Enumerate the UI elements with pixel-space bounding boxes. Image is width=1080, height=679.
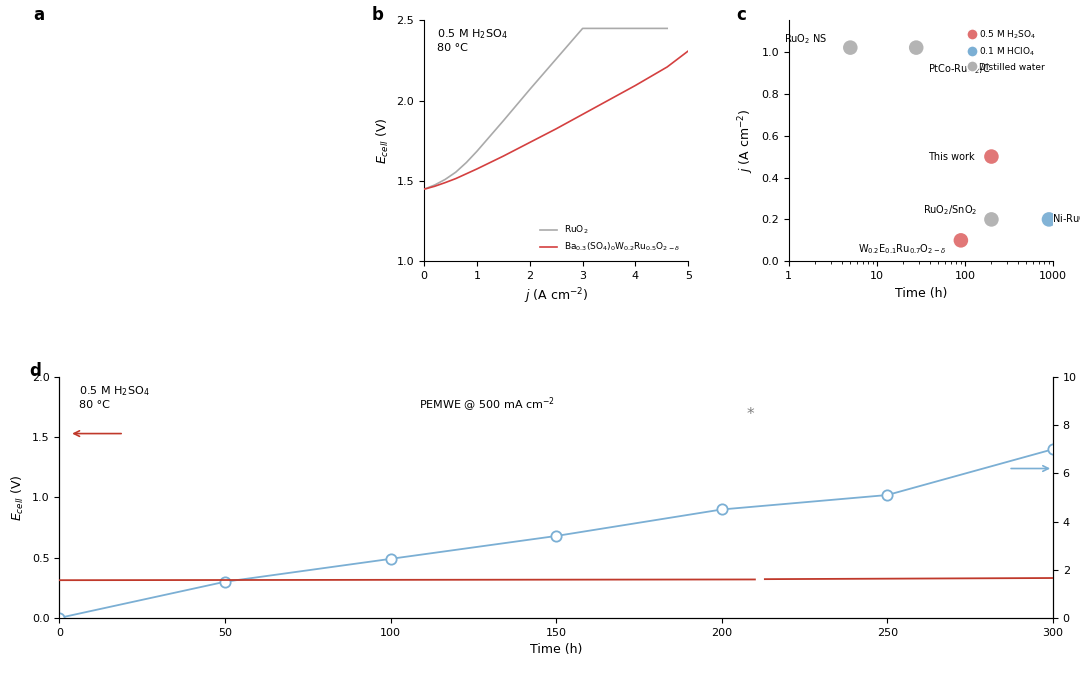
- Text: 0.5 M H$_2$SO$_4$
80 °C: 0.5 M H$_2$SO$_4$ 80 °C: [79, 384, 150, 409]
- Point: [713, 504, 730, 515]
- Text: d: d: [29, 363, 41, 380]
- Text: W$_{0.2}$E$_{0.1}$Ru$_{0.7}$O$_{2-\delta}$: W$_{0.2}$E$_{0.1}$Ru$_{0.7}$O$_{2-\delta…: [859, 242, 946, 256]
- Text: PtCo-RuO$_2$/C: PtCo-RuO$_2$/C: [928, 62, 990, 76]
- Y-axis label: $j$ (A cm$^{-2}$): $j$ (A cm$^{-2}$): [737, 109, 756, 173]
- Point: [841, 42, 859, 53]
- Text: RuO$_2$ NS: RuO$_2$ NS: [784, 32, 827, 45]
- Point: [1040, 214, 1057, 225]
- X-axis label: Time (h): Time (h): [530, 643, 582, 656]
- Point: [548, 530, 565, 541]
- X-axis label: $j$ (A cm$^{-2}$): $j$ (A cm$^{-2}$): [524, 287, 589, 306]
- Legend: 0.5 M H$_2$SO$_4$, 0.1 M HClO$_4$, Distilled water: 0.5 M H$_2$SO$_4$, 0.1 M HClO$_4$, Disti…: [967, 25, 1049, 75]
- Legend: RuO$_2$, Ba$_{0.3}$(SO$_4$)$_0$W$_{0.2}$Ru$_{0.5}$O$_{2-\delta}$: RuO$_2$, Ba$_{0.3}$(SO$_4$)$_0$W$_{0.2}$…: [537, 220, 684, 257]
- Text: a: a: [33, 6, 44, 24]
- Text: 0.5 M H$_2$SO$_4$
80 °C: 0.5 M H$_2$SO$_4$ 80 °C: [437, 28, 508, 53]
- Point: [879, 490, 896, 500]
- Text: *: *: [746, 407, 754, 422]
- Point: [983, 151, 1000, 162]
- Point: [907, 42, 924, 53]
- X-axis label: Time (h): Time (h): [894, 287, 947, 299]
- Point: [983, 214, 1000, 225]
- Text: Ni-RuO$_2$: Ni-RuO$_2$: [1052, 213, 1080, 226]
- Text: PEMWE @ 500 mA cm$^{-2}$: PEMWE @ 500 mA cm$^{-2}$: [419, 395, 555, 414]
- Text: b: b: [372, 6, 383, 24]
- Text: This work: This work: [929, 151, 975, 162]
- Point: [216, 576, 233, 587]
- Point: [382, 553, 400, 564]
- Y-axis label: $E_{cell}$ (V): $E_{cell}$ (V): [375, 117, 391, 164]
- Text: c: c: [735, 6, 746, 24]
- Point: [1044, 444, 1062, 455]
- Text: RuO$_2$/SnO$_2$: RuO$_2$/SnO$_2$: [923, 204, 977, 217]
- Point: [953, 235, 970, 246]
- Point: [51, 612, 68, 623]
- Y-axis label: $E_{cell}$ (V): $E_{cell}$ (V): [11, 474, 26, 521]
